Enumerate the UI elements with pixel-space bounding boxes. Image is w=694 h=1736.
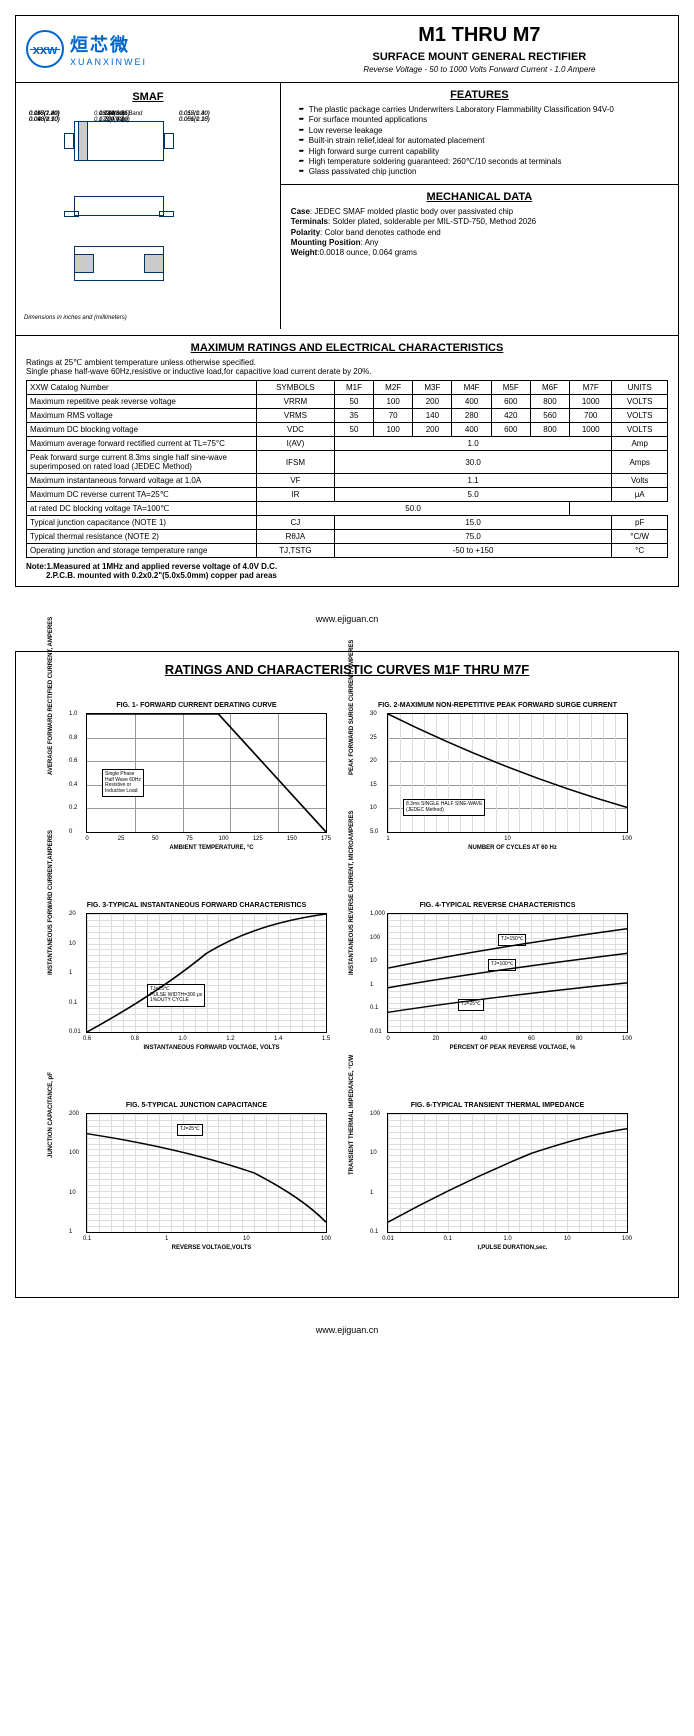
dim-note: Dimensions in inches and (millimeters) bbox=[24, 315, 272, 321]
feature-item: The plastic package carries Underwriters… bbox=[299, 105, 668, 115]
chart-1: FIG. 1- FORWARD CURRENT DERATING CURVE A… bbox=[56, 702, 337, 882]
chart-area: 0.60.81.01.21.41.50.010.111020TJ=25℃PULS… bbox=[86, 913, 327, 1033]
feature-item: For surface mounted applications bbox=[299, 115, 668, 125]
chart-xlabel: NUMBER OF CYCLES AT 60 Hz bbox=[387, 845, 638, 851]
mech-mount: Any bbox=[365, 238, 379, 247]
chart-title: FIG. 2-MAXIMUM NON-REPETITIVE PEAK FORWA… bbox=[357, 702, 638, 709]
table-row: Maximum DC reverse current TA=25℃IR5.0μA bbox=[27, 488, 668, 502]
title-cell: M1 THRU M7 SURFACE MOUNT GENERAL RECTIFI… bbox=[281, 16, 678, 82]
chart-ylabel: TRANSIENT THERMAL IMPEDANCE, °C/W bbox=[349, 1055, 355, 1175]
feature-item: Low reverse leakage bbox=[299, 126, 668, 136]
chart-ylabel: INSTANTANEOUS FORWARD CURRENT,AMPERES bbox=[48, 855, 54, 975]
chart-xlabel: t,PULSE DURATION,sec. bbox=[387, 1245, 638, 1251]
chart-title: FIG. 3-TYPICAL INSTANTANEOUS FORWARD CHA… bbox=[56, 902, 337, 909]
chart-title: FIG. 5-TYPICAL JUNCTION CAPACITANCE bbox=[56, 1102, 337, 1109]
mechanical-text: Case: JEDEC SMAF molded plastic body ove… bbox=[291, 207, 668, 259]
chart-6: FIG. 6-TYPICAL TRANSIENT THERMAL IMPEDAN… bbox=[357, 1102, 638, 1282]
sub-title: SURFACE MOUNT GENERAL RECTIFIER bbox=[289, 51, 670, 63]
feature-item: High forward surge current capability bbox=[299, 147, 668, 157]
mech-weight: 0.0018 ounce, 0.064 grams bbox=[320, 248, 417, 257]
logo-cell: xxw 烜芯微 XUANXINWEI bbox=[16, 16, 281, 82]
mid-row: SMAF Cathode BandTop View 0.110(2.80)0.0… bbox=[16, 83, 678, 329]
feature-item: Built-in strain relief,ideal for automat… bbox=[299, 136, 668, 146]
chart-5: FIG. 5-TYPICAL JUNCTION CAPACITANCE JUNC… bbox=[56, 1102, 337, 1282]
chart-title: FIG. 6-TYPICAL TRANSIENT THERMAL IMPEDAN… bbox=[357, 1102, 638, 1109]
mechanical-section: MECHANICAL DATA Case: JEDEC SMAF molded … bbox=[281, 185, 678, 265]
chart-title: FIG. 1- FORWARD CURRENT DERATING CURVE bbox=[56, 702, 337, 709]
table-row: Maximum RMS voltageVRMS35701402804205607… bbox=[27, 409, 668, 423]
chart-title: FIG. 4-TYPICAL REVERSE CHARACTERISTICS bbox=[357, 902, 638, 909]
table-row: Maximum repetitive peak reverse voltageV… bbox=[27, 395, 668, 409]
package-diagram: Cathode BandTop View 0.110(2.80)0.098(2.… bbox=[24, 111, 272, 311]
footer-1: www.ejiguan.cn bbox=[0, 602, 694, 636]
chart-area: 0.010.11.0101000.1110100 bbox=[387, 1113, 628, 1233]
table-row: at rated DC blocking voltage TA=100℃50.0 bbox=[27, 502, 668, 516]
features-title: FEATURES bbox=[291, 89, 668, 101]
feature-item: High temperature soldering guaranteed: 2… bbox=[299, 157, 668, 167]
chart-xlabel: PERCENT OF PEAK REVERSE VOLTAGE, % bbox=[387, 1045, 638, 1051]
logo-cn: 烜芯微 bbox=[70, 31, 147, 57]
chart-xlabel: REVERSE VOLTAGE,VOLTS bbox=[86, 1245, 337, 1251]
info-cell: FEATURES The plastic package carries Und… bbox=[281, 83, 678, 329]
logo-icon: xxw bbox=[26, 30, 64, 68]
table-row: Maximum instantaneous forward voltage at… bbox=[27, 474, 668, 488]
diagram-cell: SMAF Cathode BandTop View 0.110(2.80)0.0… bbox=[16, 83, 281, 329]
logo-en: XUANXINWEI bbox=[70, 57, 147, 67]
ratings-note: Ratings at 25℃ ambient temperature unles… bbox=[26, 358, 668, 376]
chart-ylabel: PEAK FORWARD SURGE CURRENT, AMPERES bbox=[349, 655, 355, 775]
table-row: Typical junction capacitance (NOTE 1)CJ1… bbox=[27, 516, 668, 530]
features-list: The plastic package carries Underwriters… bbox=[291, 105, 668, 178]
table-row: Maximum DC blocking voltageVDC5010020040… bbox=[27, 423, 668, 437]
feature-item: Glass passivated chip junction bbox=[299, 167, 668, 177]
chart-area: 025507510012515017500.20.40.60.81.0Singl… bbox=[86, 713, 327, 833]
spec-line: Reverse Voltage - 50 to 1000 Volts Forwa… bbox=[289, 65, 670, 74]
mechanical-title: MECHANICAL DATA bbox=[291, 191, 668, 203]
page-2: RATINGS AND CHARACTERISTIC CURVES M1F TH… bbox=[15, 651, 679, 1298]
page2-title: RATINGS AND CHARACTERISTIC CURVES M1F TH… bbox=[16, 652, 678, 687]
spec-table: XXW Catalog NumberSYMBOLSM1FM2FM3FM4FM5F… bbox=[26, 380, 668, 558]
chart-ylabel: JUNCTION CAPACITANCE, pF bbox=[48, 1055, 54, 1175]
smaf-title: SMAF bbox=[24, 91, 272, 103]
chart-xlabel: INSTANTANEOUS FORWARD VOLTAGE, VOLTS bbox=[86, 1045, 337, 1051]
mech-case: JEDEC SMAF molded plastic body over pass… bbox=[314, 207, 513, 216]
chart-4: FIG. 4-TYPICAL REVERSE CHARACTERISTICS I… bbox=[357, 902, 638, 1082]
table-row: Maximum average forward rectified curren… bbox=[27, 437, 668, 451]
chart-ylabel: AVERAGE FORWARD RECTIFIED CURRENT, AMPER… bbox=[48, 655, 54, 775]
charts-grid: FIG. 1- FORWARD CURRENT DERATING CURVE A… bbox=[16, 687, 678, 1297]
chart-2: FIG. 2-MAXIMUM NON-REPETITIVE PEAK FORWA… bbox=[357, 702, 638, 882]
table-row: Typical thermal resistance (NOTE 2)RθJA7… bbox=[27, 530, 668, 544]
chart-3: FIG. 3-TYPICAL INSTANTANEOUS FORWARD CHA… bbox=[56, 902, 337, 1082]
chart-ylabel: INSTANTANEOUS REVERSE CURRENT, MICROAMPE… bbox=[349, 855, 355, 975]
logo-mark: xxw bbox=[33, 42, 58, 57]
mech-term: Solder plated, solderable per MIL-STD-75… bbox=[332, 217, 536, 226]
footnote: Note:1.Measured at 1MHz and applied reve… bbox=[26, 562, 668, 580]
header-row: xxw 烜芯微 XUANXINWEI M1 THRU M7 SURFACE MO… bbox=[16, 16, 678, 83]
features-section: FEATURES The plastic package carries Und… bbox=[281, 83, 678, 185]
ratings-title: MAXIMUM RATINGS AND ELECTRICAL CHARACTER… bbox=[16, 335, 678, 354]
chart-area: 0204060801000.010.11101001,000TJ=150℃TJ=… bbox=[387, 913, 628, 1033]
page-1: xxw 烜芯微 XUANXINWEI M1 THRU M7 SURFACE MO… bbox=[15, 15, 679, 587]
chart-area: 0.1110100110100200TJ=25℃ bbox=[86, 1113, 327, 1233]
chart-xlabel: AMBIENT TEMPERATURE, °C bbox=[86, 845, 337, 851]
main-title: M1 THRU M7 bbox=[289, 24, 670, 47]
footer-2: www.ejiguan.cn bbox=[0, 1313, 694, 1347]
mech-pol: Color band denotes cathode end bbox=[325, 228, 441, 237]
table-row: Peak forward surge current 8.3ms single … bbox=[27, 451, 668, 474]
table-row: Operating junction and storage temperatu… bbox=[27, 544, 668, 558]
ratings-section: MAXIMUM RATINGS AND ELECTRICAL CHARACTER… bbox=[16, 329, 678, 586]
chart-area: 1101005.010152025308.3ms SINGLE HALF SIN… bbox=[387, 713, 628, 833]
